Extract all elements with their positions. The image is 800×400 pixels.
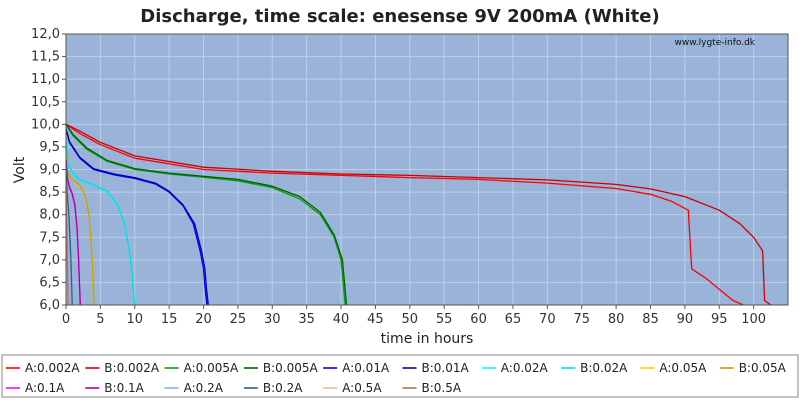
- y-tick-label: 10,0: [31, 117, 60, 132]
- legend-label: B:0.5A: [422, 381, 462, 395]
- x-axis-label: time in hours: [381, 331, 474, 347]
- x-tick-label: 30: [264, 312, 281, 327]
- x-tick-label: 50: [402, 312, 419, 327]
- y-tick-label: 12,0: [31, 27, 60, 42]
- x-tick-label: 20: [195, 312, 212, 327]
- x-tick-label: 75: [573, 312, 590, 327]
- series-line-b-0-01a: [65, 128, 209, 306]
- series-line-b-0-1a: [65, 160, 82, 306]
- legend-label: A:0.002A: [25, 361, 80, 375]
- x-tick-label: 70: [539, 312, 556, 327]
- series-line-b-0-002a: [65, 123, 772, 306]
- legend-label: A:0.01A: [342, 361, 390, 375]
- x-tick-label: 10: [126, 312, 143, 327]
- series-line-a-0-01a: [65, 128, 208, 306]
- x-tick-label: 90: [677, 312, 694, 327]
- y-tick-label: 8,5: [39, 185, 60, 200]
- y-tick-label: 7,5: [39, 230, 60, 245]
- y-tick-label: 11,5: [31, 50, 60, 65]
- y-tick-label: 9,0: [39, 163, 60, 178]
- watermark: www.lygte-info.dk: [675, 38, 756, 48]
- x-tick-label: 5: [96, 312, 104, 327]
- series-line-a-0-002a: [65, 123, 744, 306]
- x-tick-label: 100: [741, 312, 766, 327]
- x-axis-ticks: 0 5 10 15 20 25 30 35 40 45 50 55 60 65 70 75 80 85 90 95 10…: [62, 305, 766, 327]
- legend-label: B:0.002A: [104, 361, 160, 375]
- grid: [65, 33, 788, 306]
- legend-label: B:0.1A: [104, 381, 144, 395]
- series-line-b-0-05a: [65, 155, 95, 306]
- y-tick-label: 10,5: [31, 95, 60, 110]
- y-axis-label: Volt: [12, 156, 28, 183]
- series-line-a-0-005a: [65, 123, 346, 306]
- x-tick-label: 85: [642, 312, 659, 327]
- legend-label: B:0.2A: [263, 381, 303, 395]
- series-lines: [65, 123, 772, 306]
- x-tick-label: 65: [505, 312, 522, 327]
- legend-box: [1, 354, 799, 398]
- y-tick-label: 8,0: [39, 208, 60, 223]
- x-tick-label: 40: [333, 312, 350, 327]
- legend-label: B:0.01A: [422, 361, 470, 375]
- y-axis-ticks: 6,0 6,5 7,0 7,5 8,0 8,5 9,0 9,5 10,0 10,5 11,0 11,5…: [31, 27, 66, 313]
- legend-label: B:0.02A: [580, 361, 628, 375]
- series-line-b-0-005a: [65, 123, 348, 306]
- x-tick-label: 0: [62, 312, 70, 327]
- series-line-b-0-02a: [65, 142, 136, 306]
- legend-label: A:0.05A: [659, 361, 707, 375]
- x-tick-label: 95: [711, 312, 728, 327]
- x-tick-label: 35: [298, 312, 315, 327]
- x-tick-label: 45: [367, 312, 384, 327]
- legend-label: A:0.005A: [184, 361, 239, 375]
- x-tick-label: 55: [436, 312, 453, 327]
- chart-title: Discharge, time scale: enesense 9V 200mA…: [140, 6, 659, 27]
- series-line-b-0-2a: [65, 169, 73, 306]
- legend-label: A:0.2A: [184, 381, 224, 395]
- y-tick-label: 7,0: [39, 253, 60, 268]
- legend-label: A:0.1A: [25, 381, 65, 395]
- y-tick-label: 9,5: [39, 140, 60, 155]
- y-tick-label: 6,5: [39, 275, 60, 290]
- y-tick-label: 6,0: [39, 298, 60, 313]
- legend-label: B:0.05A: [739, 361, 787, 375]
- legend-label: A:0.5A: [342, 381, 382, 395]
- legend-label: A:0.02A: [501, 361, 549, 375]
- legend: A:0.002A B:0.002A A:0.005A B:0.005A A:0.01A B…: [6, 361, 787, 395]
- x-tick-label: 60: [470, 312, 487, 327]
- legend-label: B:0.005A: [263, 361, 319, 375]
- y-tick-label: 11,0: [31, 72, 60, 87]
- x-tick-label: 80: [608, 312, 625, 327]
- x-tick-label: 15: [161, 312, 178, 327]
- x-tick-label: 25: [230, 312, 247, 327]
